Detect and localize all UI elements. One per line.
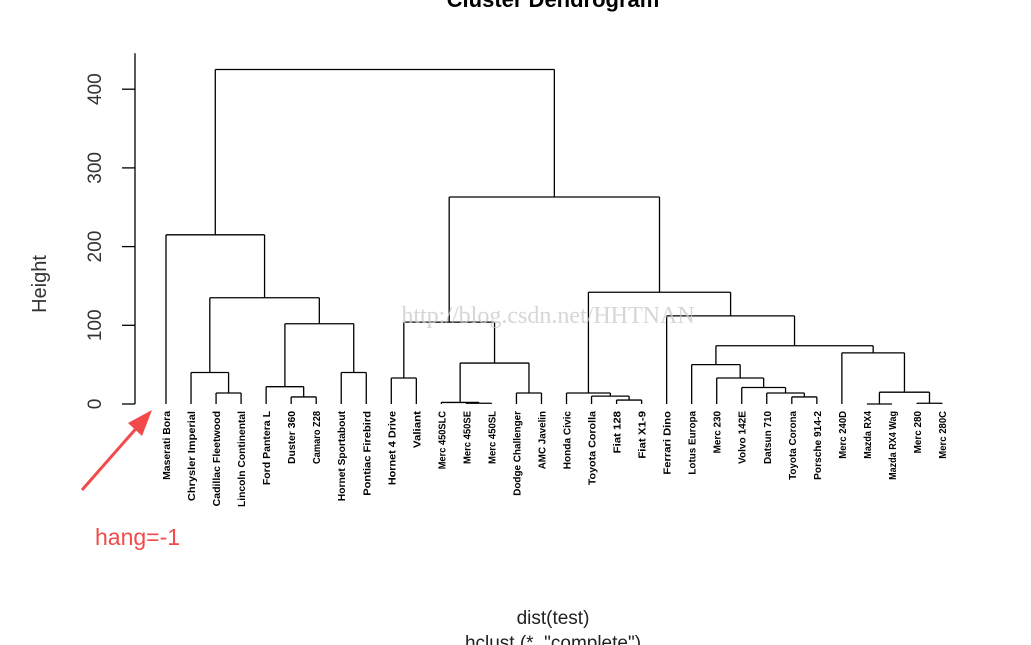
- leaf-label: Lotus Europa: [687, 411, 699, 475]
- y-tick-group: 0 100 200 300 400: [85, 73, 135, 409]
- y-tick-label: 100: [85, 309, 106, 341]
- leaf-label: Porsche 914-2: [812, 411, 824, 480]
- leaf-label: Toyota Corolla: [587, 411, 599, 485]
- leaf-label: Honda Civic: [562, 411, 574, 469]
- y-tick-label: 400: [85, 73, 106, 105]
- leaf-label: Fiat X1-9: [637, 411, 649, 459]
- leaf-label: Mazda RX4 Wag: [887, 411, 899, 480]
- watermark-text: http://blog.csdn.net/HHTNAN: [401, 303, 694, 329]
- hang-annotation: hang=-1: [95, 524, 180, 550]
- y-axis-label: Height: [29, 255, 51, 313]
- y-tick-label: 0: [85, 399, 106, 410]
- dendrogram-branches: [165, 68, 943, 405]
- leaf-label: Dodge Challenger: [511, 411, 523, 496]
- leaf-label-group: Maserati Bora Chrysler Imperial Cadillac F…: [161, 410, 949, 507]
- leaf-label: Lincoln Continental: [236, 411, 248, 507]
- leaf-label: Ford Pantera L: [261, 410, 273, 485]
- leaf-label: Valiant: [411, 410, 423, 448]
- leaf-label: Merc 280C: [937, 411, 949, 459]
- leaf-label: Ferrari Dino: [662, 411, 674, 475]
- leaf-label: Merc 450SL: [486, 410, 498, 464]
- y-tick-label: 200: [85, 231, 106, 263]
- leaf-label: Maserati Bora: [161, 411, 173, 480]
- leaf-label: Datsun 710: [762, 411, 774, 464]
- y-axis: 0 100 200 300 400: [85, 53, 136, 409]
- leaf-label: Volvo 142E: [737, 411, 749, 464]
- leaf-label: Merc 230: [712, 411, 724, 454]
- leaf-label: Cadillac Fleetwood: [211, 411, 223, 506]
- leaf-label: Chrysler Imperial: [186, 411, 198, 501]
- leaf-label: Toyota Corona: [787, 411, 799, 480]
- chart-title: Cluster Dendrogram: [447, 0, 660, 12]
- leaf-label: Camaro Z28: [311, 411, 323, 464]
- x-axis-label: dist(test): [517, 608, 590, 629]
- leaf-label: Mazda RX4: [862, 411, 874, 459]
- leaf-label: Merc 450SLC: [436, 411, 448, 470]
- leaf-label: Fiat 128: [612, 411, 624, 454]
- y-tick-label: 300: [85, 152, 106, 184]
- red-arrow-icon: [80, 410, 152, 491]
- leaf-label: Merc 240D: [837, 411, 849, 459]
- leaf-label: Hornet 4 Drive: [386, 411, 398, 485]
- leaf-label: Duster 360: [286, 411, 298, 464]
- leaf-label: Merc 280: [912, 411, 924, 454]
- leaf-label: Hornet Sportabout: [336, 411, 348, 502]
- leaf-label: Pontiac Firebird: [361, 411, 373, 496]
- chart-subtitle: hclust (*, "complete"): [465, 633, 641, 645]
- leaf-label: AMC Javelin: [536, 411, 548, 469]
- leaf-label: Merc 450SE: [461, 411, 473, 464]
